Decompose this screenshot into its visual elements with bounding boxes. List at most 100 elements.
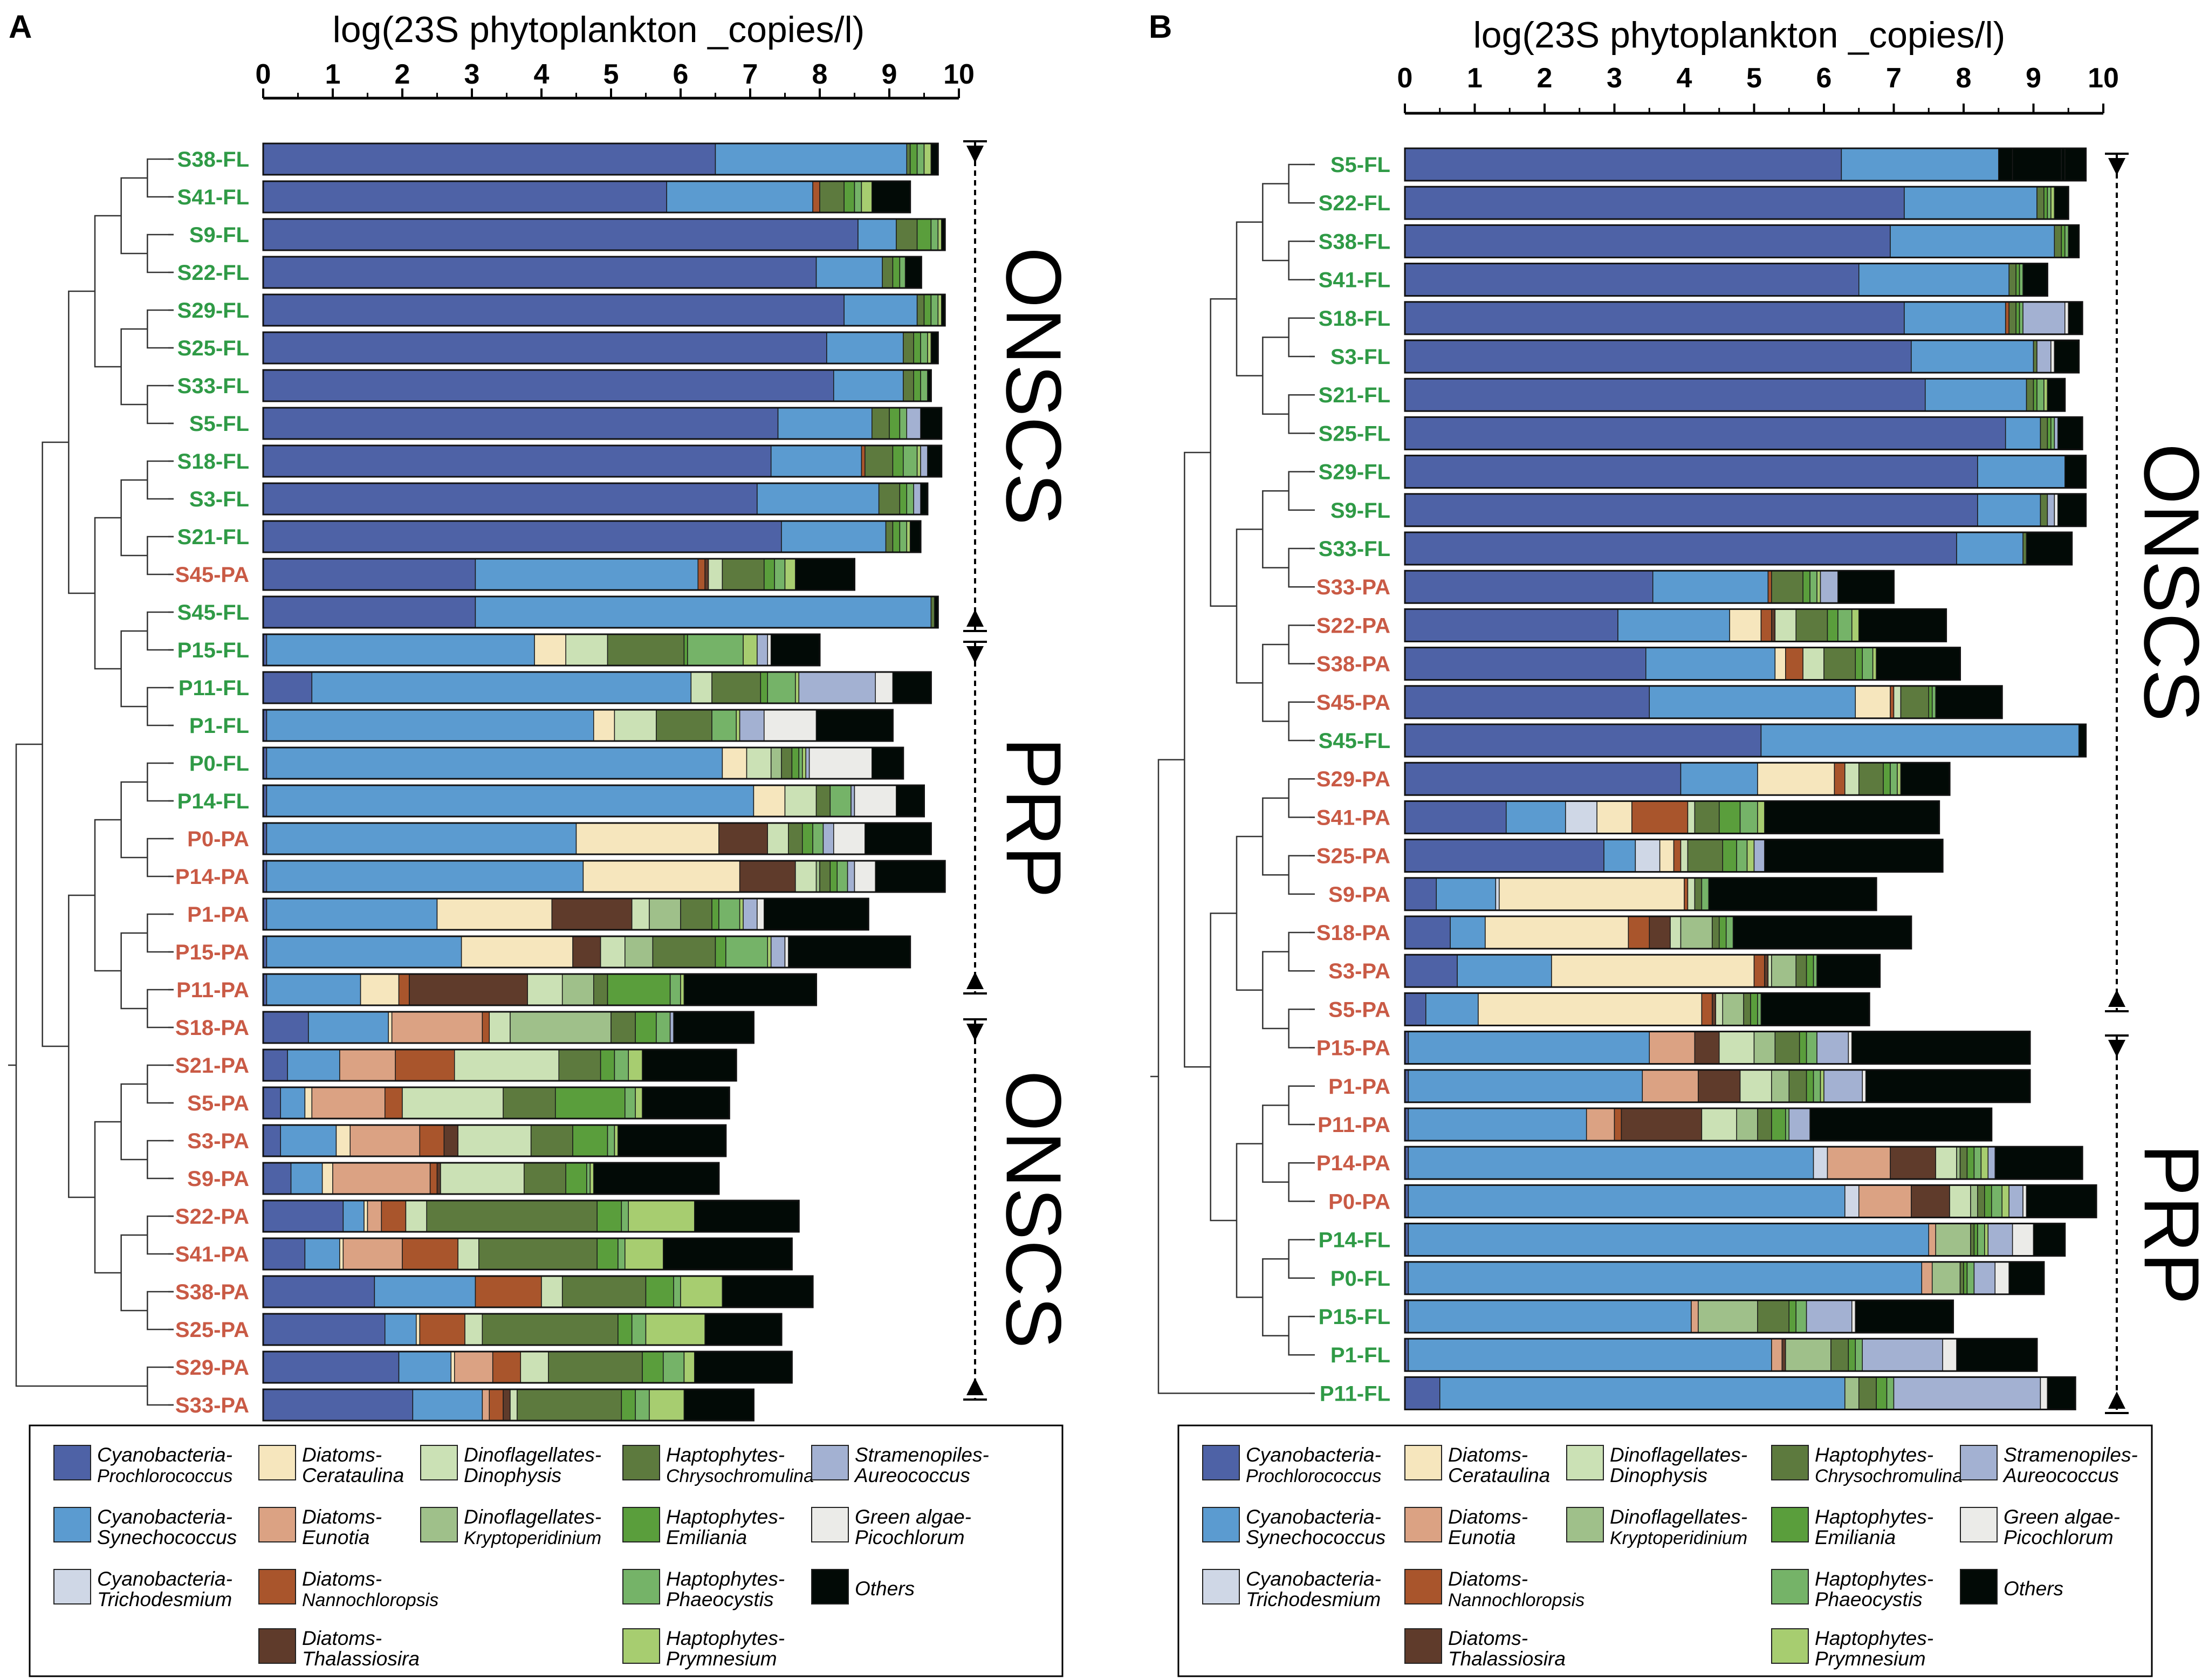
- sample-label: S38-FL: [177, 148, 249, 172]
- bar-segment: [263, 369, 834, 402]
- bar-outline: [1404, 954, 1881, 988]
- bar-segment: [461, 936, 573, 968]
- sample-label: S33-PA: [175, 1394, 249, 1417]
- bar-segment: [645, 1313, 705, 1346]
- bar-segment: [266, 785, 754, 817]
- stacked-bar: [262, 633, 821, 667]
- legend-swatch: [811, 1569, 849, 1604]
- region-bracket: PRP: [2105, 1034, 2202, 1414]
- bar-segment: [2036, 340, 2052, 373]
- bar-segment: [321, 1162, 333, 1195]
- bar-outline: [1404, 1069, 2031, 1103]
- bar-segment: [2068, 224, 2080, 258]
- x-tick-label: 10: [2088, 63, 2119, 94]
- stacked-bar: [262, 1011, 754, 1044]
- sample-label: S5-FL: [189, 412, 249, 436]
- bar-segment: [767, 822, 789, 855]
- bar-segment: [2057, 493, 2087, 527]
- sample-label: S45-FL: [177, 601, 249, 625]
- legend-swatch: [1960, 1507, 1998, 1542]
- bar-segment: [1691, 1300, 1699, 1333]
- stacked-bar: [1404, 915, 1912, 950]
- sample-label: P14-FL: [1319, 1229, 1390, 1252]
- bar-segment: [402, 1238, 458, 1270]
- bar-segment: [1642, 1069, 1699, 1103]
- bar-segment: [715, 143, 907, 175]
- bar-segment: [412, 1389, 483, 1421]
- legend-swatch: [1202, 1507, 1240, 1542]
- bar-segment: [899, 483, 907, 515]
- bar-segment: [1635, 839, 1661, 873]
- bar-outline: [262, 595, 939, 629]
- x-tick-label: 2: [395, 59, 410, 90]
- stacked-bar: [1404, 1069, 2031, 1103]
- bar-segment: [892, 520, 901, 553]
- bar-segment: [625, 1087, 636, 1119]
- bar-segment: [1998, 148, 2013, 181]
- legend-label: Kryptoperidinium: [464, 1528, 601, 1548]
- bar-segment: [757, 898, 765, 930]
- bar-outline: [1404, 992, 1870, 1026]
- bar-segment: [927, 332, 932, 364]
- bar-segment: [2054, 416, 2059, 450]
- bar-outline: [262, 860, 946, 893]
- bar-segment: [1771, 954, 1796, 988]
- sample-label: P11-FL: [1320, 1382, 1390, 1405]
- legend-label: Picochlorum: [855, 1526, 965, 1548]
- legend-label: Dinoflagellates-: [1610, 1506, 1747, 1528]
- stacked-bar: [1404, 1223, 2066, 1257]
- bar-segment: [1820, 570, 1839, 604]
- bar-segment: [2022, 301, 2066, 335]
- legend-swatch: [622, 1445, 660, 1480]
- stacked-bar: [262, 784, 925, 818]
- bar-segment: [767, 634, 772, 666]
- stacked-bar: [1404, 416, 2083, 450]
- dendrogram-branch: [1262, 337, 1289, 415]
- bar-segment: [913, 369, 921, 402]
- legend-swatch: [1404, 1569, 1442, 1604]
- region-arrow-head: [2108, 1391, 2125, 1409]
- bar-outline: [1404, 608, 1947, 642]
- legend-label: Emiliania: [666, 1526, 747, 1548]
- bar-outline: [262, 633, 821, 667]
- bar-segment: [916, 294, 925, 326]
- legend-swatch: [811, 1507, 849, 1542]
- bar-outline: [1404, 455, 2087, 489]
- bar-outline: [1404, 762, 1951, 796]
- stacked-bar: [1404, 1146, 2083, 1180]
- legend-swatch: [258, 1569, 296, 1604]
- sample-label: S45-FL: [1319, 729, 1390, 753]
- stacked-bar: [1404, 1184, 2097, 1218]
- dendrogram-branch: [147, 838, 174, 877]
- region-arrow-head: [966, 146, 984, 163]
- bar-segment: [1457, 954, 1552, 988]
- bar-segment: [1851, 1031, 2030, 1065]
- bar-outline: [1404, 877, 1877, 911]
- bar-segment: [2064, 148, 2087, 181]
- bar-segment: [266, 634, 535, 666]
- bar-segment: [819, 181, 845, 213]
- bar-outline: [262, 558, 855, 591]
- legend-label: Stramenopiles-: [2004, 1444, 2138, 1466]
- region-bracket: ONSCS: [2105, 153, 2202, 1012]
- bar-segment: [464, 1313, 483, 1346]
- bar-segment: [607, 973, 671, 1006]
- sample-label: S29-PA: [1316, 767, 1390, 791]
- bar-segment: [607, 634, 685, 666]
- bar-segment: [367, 1200, 382, 1232]
- bar-segment: [833, 822, 866, 855]
- sample-label: S18-PA: [1316, 921, 1390, 945]
- bar-segment: [263, 1049, 288, 1081]
- bar-segment: [1872, 647, 1877, 681]
- legend-label: Chrysochromulina: [666, 1466, 814, 1486]
- bar-segment: [2001, 1184, 2009, 1218]
- legend-label: Trichodesmium: [97, 1588, 232, 1610]
- bar-segment: [1404, 263, 1860, 297]
- sample-label: S21-FL: [177, 525, 249, 549]
- bar-segment: [635, 1087, 643, 1119]
- bar-segment: [819, 860, 831, 893]
- bar-segment: [1404, 340, 1912, 373]
- stacked-bar: [1404, 954, 1881, 988]
- bar-segment: [2078, 724, 2087, 757]
- bar-segment: [2047, 1376, 2076, 1410]
